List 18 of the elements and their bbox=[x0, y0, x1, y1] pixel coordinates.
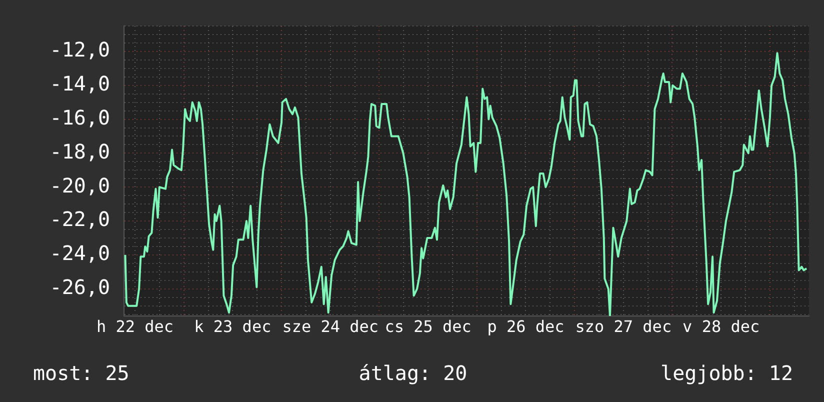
y-tick-label: -16,0 bbox=[50, 105, 110, 130]
text: legjobb: 12 bbox=[660, 361, 793, 385]
x-tick-label: sze 24 dec bbox=[282, 316, 379, 336]
x-tick-label: h 22 dec bbox=[96, 316, 174, 336]
x-tick-label: szo 27 dec bbox=[575, 316, 672, 336]
y-tick-label: -14,0 bbox=[50, 72, 110, 96]
x-tick-label: cs 25 dec bbox=[384, 316, 472, 336]
y-tick-label: -24,0 bbox=[50, 241, 110, 266]
y-tick-label: -20,0 bbox=[50, 173, 110, 198]
y-tick-label: -12,0 bbox=[50, 38, 110, 62]
x-tick-label: k 23 dec bbox=[194, 316, 272, 336]
y-tick-label: -26,0 bbox=[50, 275, 110, 300]
y-tick-label: -18,0 bbox=[50, 139, 110, 164]
text: átlag: 20 bbox=[358, 361, 468, 385]
x-tick-label: p 26 dec bbox=[487, 316, 564, 336]
text: most: 25 bbox=[33, 361, 130, 385]
x-tick-label: v 28 dec bbox=[682, 316, 760, 336]
y-tick-label: -22,0 bbox=[50, 207, 110, 232]
